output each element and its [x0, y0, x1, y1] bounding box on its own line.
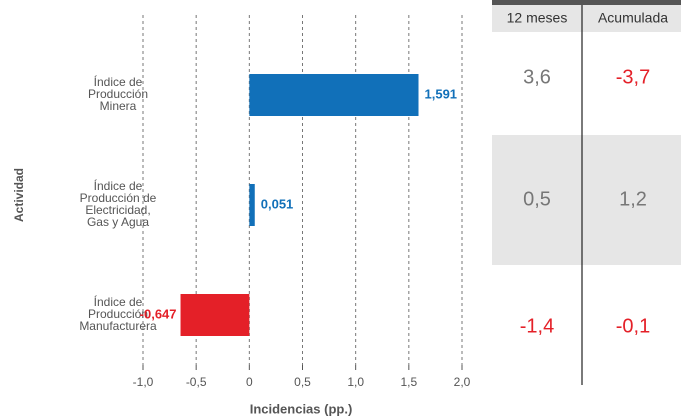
x-tick-label: 0 [246, 375, 253, 389]
data-label: -0,647 [140, 306, 177, 321]
x-tick-label: 2,0 [454, 375, 471, 389]
x-axis-title: Incidencias (pp.) [250, 401, 353, 416]
table-header: 12 meses [507, 10, 568, 26]
x-tick-label: 1,0 [347, 375, 364, 389]
x-tick-label: 1,5 [400, 375, 417, 389]
table-header-bg [492, 5, 681, 32]
table-row-bg [492, 135, 681, 265]
x-tick-label: -0,5 [186, 375, 207, 389]
table-cell: 1,2 [619, 188, 647, 210]
table-cell: -1,4 [520, 315, 554, 337]
bar [249, 184, 255, 226]
table-top-band [492, 0, 681, 5]
table-cell: -0,1 [616, 315, 650, 337]
bar [180, 294, 250, 336]
y-tick-label: Índice de Producción de Electricidad, Gas y… [80, 178, 157, 229]
data-label: 0,051 [261, 196, 294, 211]
x-tick-label: 0,5 [294, 375, 311, 389]
x-tick-label: -1,0 [133, 375, 154, 389]
y-axis-title: Actividad [12, 168, 26, 222]
table-header: Acumulada [598, 10, 668, 26]
table-cell: 3,6 [523, 66, 551, 88]
data-label: 1,591 [425, 86, 458, 101]
y-tick-label: Índice de Producción Manufacturera [79, 294, 157, 333]
table-cell: 0,5 [523, 188, 551, 210]
bar [249, 74, 419, 116]
table-cell: -3,7 [616, 66, 650, 88]
y-tick-label: Índice de Producción Minera [88, 74, 148, 113]
